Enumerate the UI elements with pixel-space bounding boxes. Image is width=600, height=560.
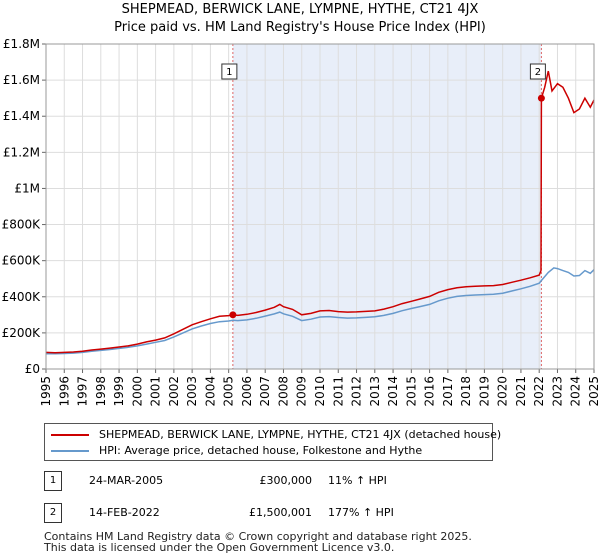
- y-tick-label: £1M: [14, 181, 40, 195]
- x-tick-label: 2000: [130, 376, 144, 407]
- x-tick-label: 2007: [258, 376, 272, 407]
- chart-title: SHEPMEAD, BERWICK LANE, LYMPNE, HYTHE, C…: [121, 2, 479, 17]
- x-tick-label: 2023: [550, 376, 564, 407]
- y-tick-label: £400K: [2, 290, 42, 304]
- x-tick-label: 2017: [441, 376, 455, 407]
- sale-date: 14-FEB-2022: [89, 506, 160, 519]
- attribution-line-2: This data is licensed under the Open Gov…: [44, 541, 395, 554]
- sale-number: 2: [44, 503, 62, 523]
- y-tick-label: £200K: [2, 326, 42, 340]
- x-tick-label: 1999: [112, 376, 126, 407]
- x-tick-label: 2006: [240, 376, 254, 407]
- x-tick-label: 2002: [167, 376, 181, 407]
- x-tick-label: 2022: [532, 376, 546, 407]
- svg-text:1: 1: [226, 67, 232, 78]
- legend-swatch-property: [51, 434, 89, 436]
- x-tick-label: 2025: [587, 376, 600, 407]
- x-tick-label: 2014: [386, 376, 400, 407]
- x-tick-label: 1998: [94, 376, 108, 407]
- y-tick-label: £1.8M: [3, 37, 40, 51]
- y-tick-label: £0: [25, 362, 40, 376]
- x-tick-label: 2001: [149, 376, 163, 407]
- x-tick-label: 2013: [368, 376, 382, 407]
- y-tick-label: £1.4M: [3, 109, 40, 123]
- attribution: Contains HM Land Registry data © Crown c…: [44, 531, 472, 553]
- x-tick-label: 2011: [331, 376, 345, 407]
- x-tick-label: 2009: [295, 376, 309, 407]
- x-tick-label: 2005: [222, 376, 236, 407]
- sale-hpi-change: 177% ↑ HPI: [328, 506, 394, 519]
- property-series-line: [45, 70, 595, 354]
- ownership-period-shade: [232, 44, 542, 369]
- attribution-line-1: Contains HM Land Registry data © Crown c…: [44, 530, 472, 543]
- x-tick-label: 2016: [423, 376, 437, 407]
- hpi-series-line: [45, 267, 595, 355]
- y-axis: £0 £200K £400K £600K £800K £1M £1.2M £1.4M £1.6M…: [2, 37, 46, 376]
- price-chart: 1 2 £0£200K£400K£600K£800K£1M£1.2M£1.4M£…: [2, 37, 600, 407]
- sale-2-point: [537, 94, 545, 102]
- x-tick-label: 1996: [57, 376, 71, 407]
- chart-subtitle: Price paid vs. HM Land Registry's House …: [114, 20, 486, 35]
- sale-2-marker-label: 2: [529, 63, 546, 80]
- x-tick-label: 2008: [276, 376, 290, 407]
- x-tick-label: 2018: [459, 376, 473, 407]
- x-tick-label: 2020: [496, 376, 510, 407]
- x-tick-label: 2024: [569, 376, 583, 407]
- svg-text:2: 2: [535, 67, 541, 78]
- x-tick-label: 2003: [185, 376, 199, 407]
- x-tick-label: 2010: [313, 376, 327, 407]
- x-tick-label: 1997: [76, 376, 90, 407]
- y-tick-label: £1.2M: [3, 145, 40, 159]
- plot-border: [45, 43, 595, 370]
- sale-date: 24-MAR-2005: [89, 474, 164, 487]
- legend: SHEPMEAD, BERWICK LANE, LYMPNE, HYTHE, C…: [44, 423, 501, 461]
- y-tick-label: £600K: [2, 254, 42, 268]
- legend-label-property: SHEPMEAD, BERWICK LANE, LYMPNE, HYTHE, C…: [99, 428, 502, 441]
- legend-label-hpi: HPI: Average price, detached house, Folk…: [99, 444, 423, 457]
- y-tick-label: £1.6M: [3, 73, 40, 87]
- sale-number: 1: [44, 471, 62, 491]
- sale-1-point: [229, 311, 237, 319]
- sale-price: £1,500,001: [249, 506, 312, 519]
- x-tick-label: 2015: [404, 376, 418, 407]
- sale-hpi-change: 11% ↑ HPI: [328, 474, 387, 487]
- sale-price: £300,000: [259, 474, 313, 487]
- x-axis: 1995 1996 1997 1998 1999 2000 2001 2002 2003 2004…: [39, 369, 600, 407]
- legend-swatch-hpi: [51, 450, 89, 452]
- x-tick-label: 2019: [477, 376, 491, 407]
- sale-1-marker-label: 1: [221, 63, 238, 80]
- y-tick-label: £800K: [2, 218, 42, 232]
- x-tick-label: 2021: [514, 376, 528, 407]
- x-tick-label: 1995: [39, 376, 53, 407]
- x-tick-label: 2004: [203, 376, 217, 407]
- x-tick-label: 2012: [350, 376, 364, 407]
